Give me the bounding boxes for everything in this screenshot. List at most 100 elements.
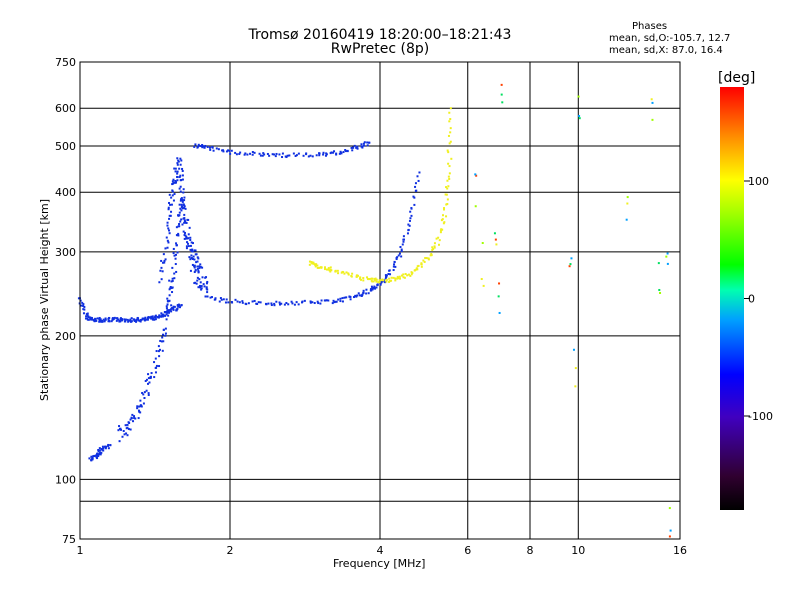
echo-point [362,279,365,282]
echo-point [433,242,436,245]
echo-point [102,449,105,452]
echo-point [136,316,139,319]
echo-point [171,194,174,197]
echo-point [147,377,150,380]
echo-point [357,292,360,295]
echo-point [346,150,349,153]
echo-point [164,327,167,330]
echo-point [349,298,352,301]
echo-point [185,247,188,250]
echo-point [318,152,321,155]
echo-point [81,301,84,304]
echo-point [140,405,143,408]
echo-point [197,257,200,260]
echo-point [143,391,146,394]
echo-point [339,300,342,303]
echo-point [203,145,206,148]
echo-point [267,302,270,305]
echo-point [443,208,446,211]
echo-point [133,415,136,418]
echo-point [176,163,179,166]
echo-point [198,284,201,287]
echo-point [197,143,200,146]
echo-point [139,404,142,407]
echo-point [416,268,419,271]
echo-point [160,340,163,343]
echo-point [80,304,83,307]
echo-point [77,297,80,300]
y-tick-label: 300 [55,246,76,259]
echo-point [176,172,179,175]
echo-point [83,308,86,311]
echo-point [166,299,169,302]
echo-point [98,447,101,450]
echo-point [361,293,364,296]
echo-point [177,214,180,217]
echo-point [380,281,383,284]
echo-point [359,276,362,279]
echo-point [165,236,168,239]
echo-point [273,304,276,307]
echo-point [187,218,190,221]
echo-point [160,278,163,281]
echo-point [155,364,158,367]
echo-point [448,120,451,123]
echo-point [93,318,96,321]
echo-point [157,345,160,348]
echo-point [392,265,395,268]
echo-point [165,318,168,321]
echo-point [164,334,167,337]
echo-point [330,269,333,272]
echo-point [93,320,96,323]
echo-point [227,301,230,304]
echo-point [166,221,169,224]
echo-point [82,304,85,307]
y-tick-label: 500 [55,140,76,153]
echo-point [312,262,315,265]
echo-point [314,265,317,268]
echo-point [127,320,130,323]
echo-point [120,318,123,321]
echo-point [179,174,182,177]
echo-point [668,535,671,538]
echo-point [168,229,171,232]
echo-point [86,312,89,315]
echo-point [385,276,388,279]
echo-point [406,274,409,277]
echo-point [190,249,193,252]
echo-point [166,224,169,227]
echo-point [146,318,149,321]
echo-point [387,272,390,275]
echo-point [162,253,165,256]
echo-point [448,165,451,168]
echo-point [193,145,196,148]
echo-point [175,226,178,229]
echo-point [181,178,184,181]
echo-point [430,253,433,256]
echo-point [393,263,396,266]
echo-point [238,152,241,155]
echo-point [178,203,181,206]
echo-point [181,199,184,202]
echo-point [129,418,132,421]
echo-point [182,217,185,220]
colorbar-unit-label: [deg] [718,70,756,86]
echo-point [669,529,672,532]
echo-point [339,297,342,300]
echo-point [170,310,173,313]
echo-point [268,154,271,157]
echo-point [244,152,247,155]
echo-point [316,264,319,267]
echo-point [274,155,277,158]
echo-point [183,219,186,222]
echo-point [181,223,184,226]
echo-point [219,297,222,300]
echo-point [144,316,147,319]
echo-point [403,276,406,279]
echo-point [400,255,403,258]
echo-point [118,425,121,428]
echo-point [353,144,356,147]
echo-point [399,246,402,249]
echo-point [297,303,300,306]
echo-point [449,131,452,134]
